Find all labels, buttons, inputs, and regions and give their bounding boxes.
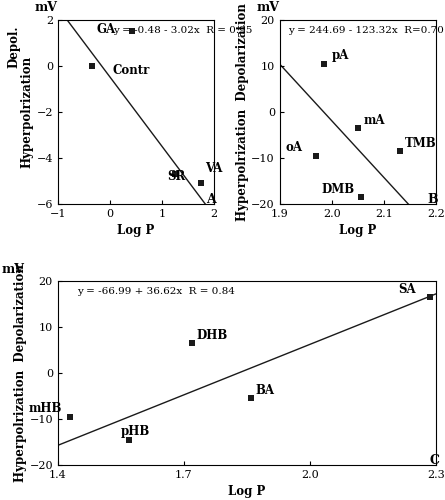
Text: mA: mA — [363, 114, 384, 126]
Y-axis label: Hyperpolrization  Depolarization: Hyperpolrization Depolarization — [235, 3, 249, 221]
Text: DHB: DHB — [197, 329, 228, 342]
Text: SA: SA — [398, 283, 416, 296]
Text: pA: pA — [332, 50, 349, 62]
Text: BA: BA — [255, 384, 275, 397]
X-axis label: Log P: Log P — [117, 224, 154, 237]
Text: y = 244.69 - 123.32x  R=0.70: y = 244.69 - 123.32x R=0.70 — [287, 26, 444, 35]
Text: B: B — [427, 192, 438, 205]
Text: Depol.: Depol. — [8, 26, 20, 68]
Text: oA: oA — [285, 141, 302, 154]
Text: DMB: DMB — [321, 182, 355, 196]
Text: A: A — [206, 192, 216, 205]
Text: SR: SR — [167, 170, 186, 183]
Text: VA: VA — [205, 162, 222, 175]
Text: y = -0.48 - 3.02x  R = 0.95: y = -0.48 - 3.02x R = 0.95 — [113, 26, 252, 35]
Y-axis label: Hyperpolrization  Depolarization: Hyperpolrization Depolarization — [14, 264, 27, 482]
Text: mV: mV — [34, 2, 57, 15]
Text: y = -66.99 + 36.62x  R = 0.84: y = -66.99 + 36.62x R = 0.84 — [77, 286, 235, 296]
Text: mV: mV — [1, 262, 24, 276]
Text: C: C — [430, 454, 440, 467]
Text: pHB: pHB — [121, 426, 150, 438]
X-axis label: Log P: Log P — [340, 224, 376, 237]
Text: mHB: mHB — [28, 402, 62, 415]
Text: Contr: Contr — [113, 64, 150, 78]
Text: mV: mV — [256, 2, 279, 15]
X-axis label: Log P: Log P — [228, 486, 266, 498]
Y-axis label: Hyperpolrization: Hyperpolrization — [21, 56, 34, 168]
Text: TMB: TMB — [405, 136, 437, 149]
Text: GA: GA — [96, 23, 115, 36]
